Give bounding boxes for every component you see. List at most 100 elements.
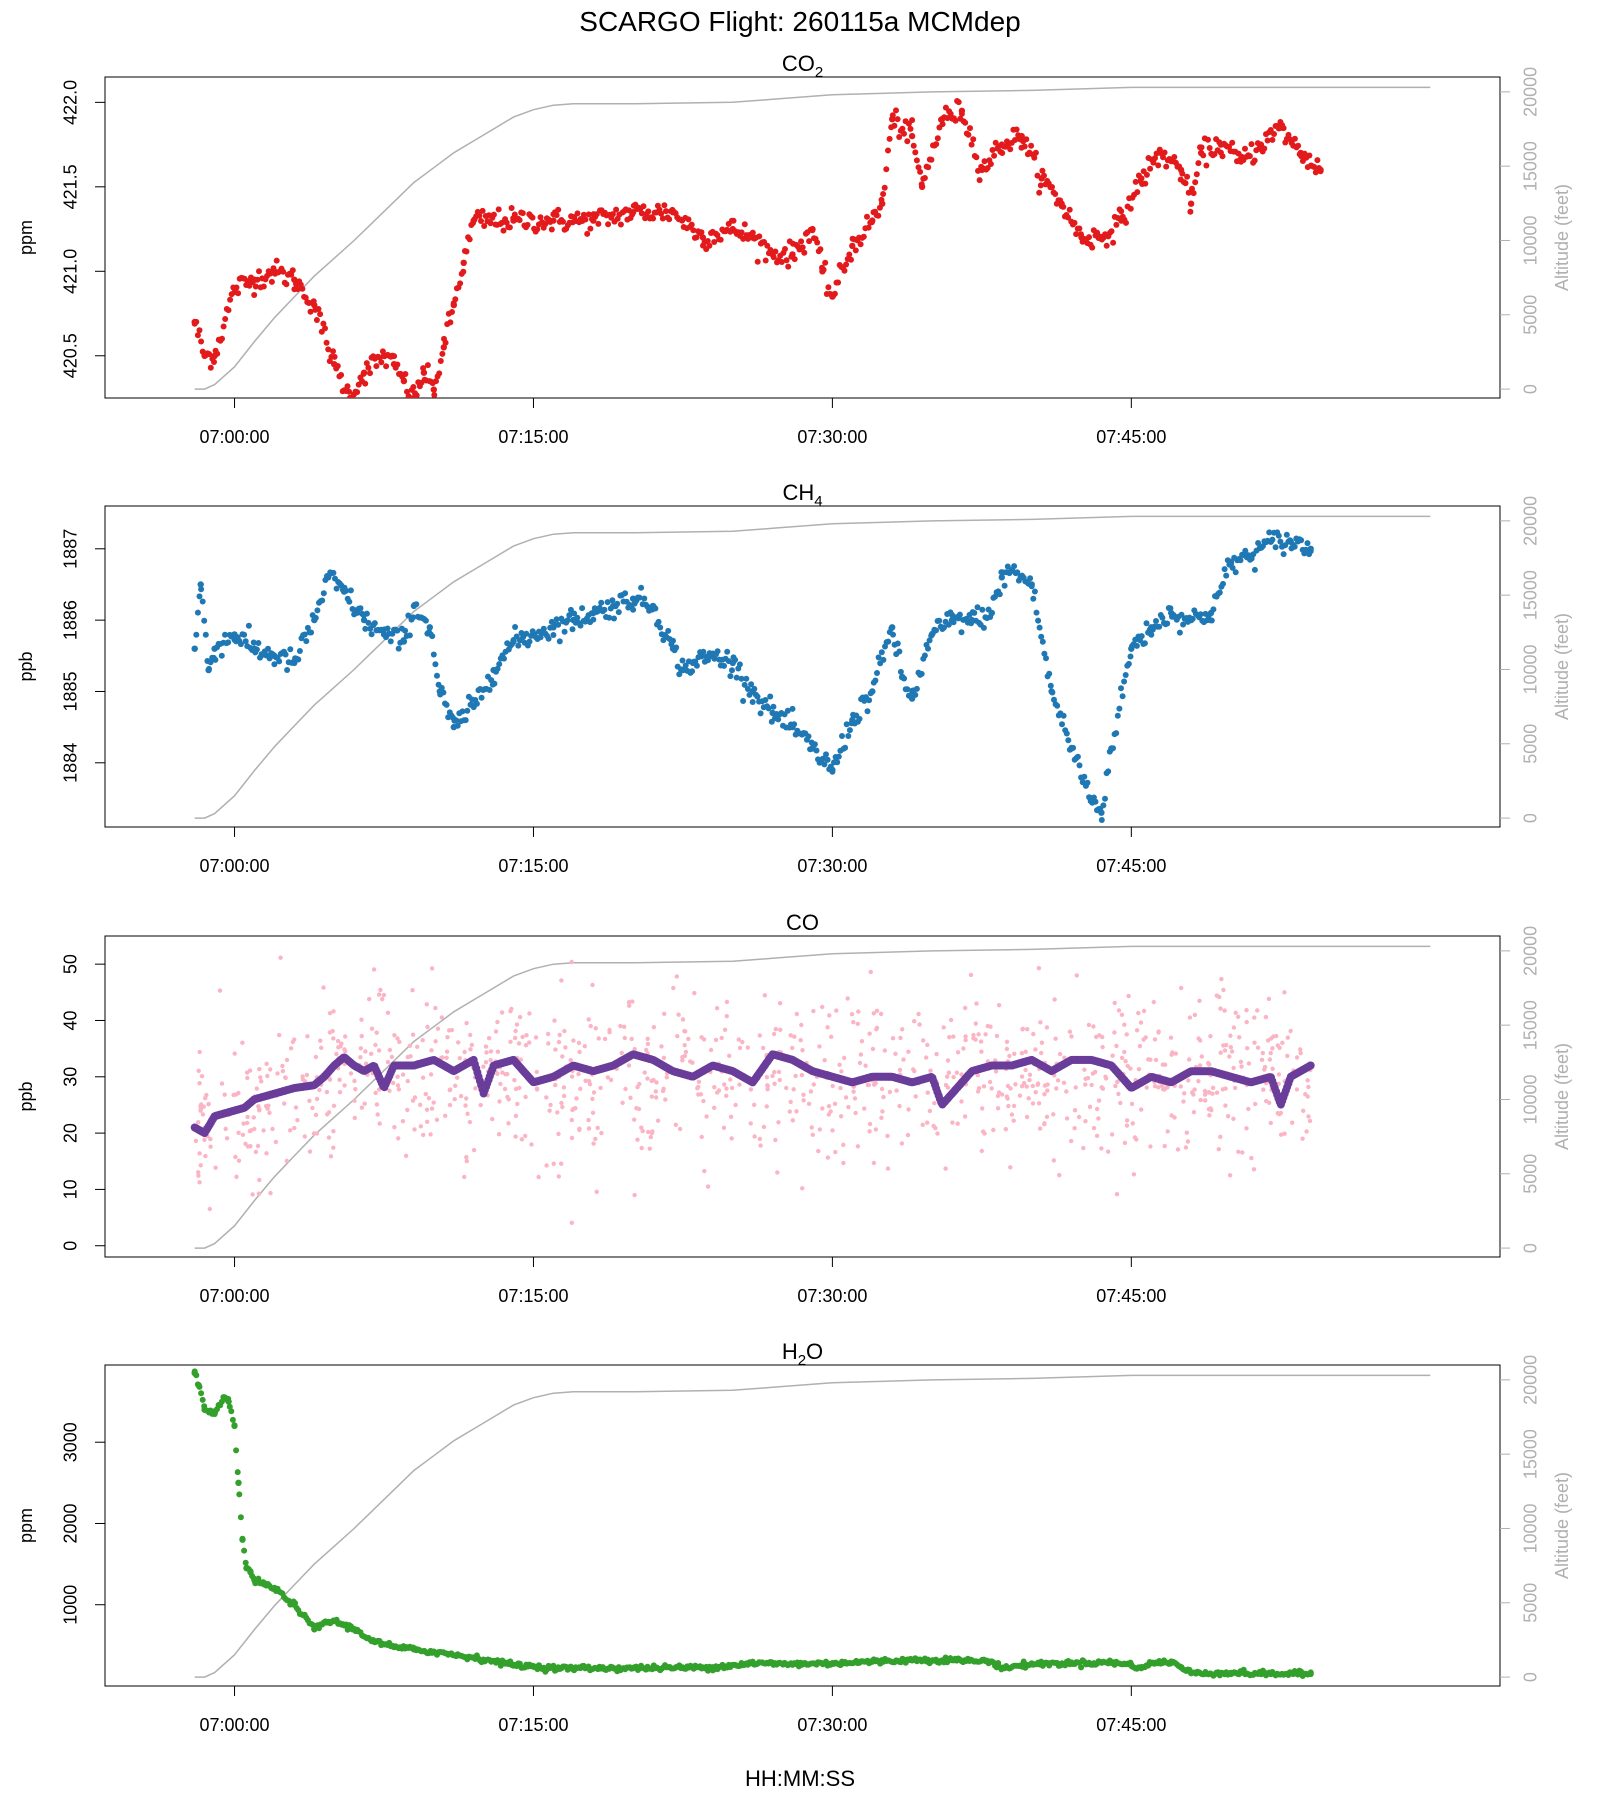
data-point-raw — [268, 1190, 273, 1196]
data-point-raw — [757, 1136, 763, 1142]
data-point — [611, 615, 617, 622]
data-point — [1171, 154, 1178, 160]
data-point-raw — [898, 1035, 903, 1041]
data-point-raw — [327, 1011, 333, 1016]
data-point-raw — [556, 1039, 562, 1045]
data-point-raw — [1218, 1050, 1223, 1055]
data-point-raw — [1298, 1047, 1303, 1052]
data-point-raw — [562, 1028, 567, 1034]
data-point-raw — [1179, 985, 1184, 991]
data-point — [529, 214, 536, 221]
data-point-raw — [921, 1038, 926, 1043]
data-point-raw — [456, 1040, 461, 1045]
data-anchor-point — [1307, 1670, 1314, 1678]
data-point-raw — [280, 1068, 286, 1074]
data-point — [968, 141, 975, 148]
data-point — [980, 624, 987, 631]
data-point-raw — [1152, 1037, 1158, 1042]
data-point — [1127, 653, 1134, 660]
data-point — [1031, 154, 1038, 161]
data-point — [1229, 139, 1236, 146]
data-point-raw — [513, 1113, 519, 1119]
data-point-raw — [632, 1046, 637, 1052]
data-point-raw — [257, 1066, 262, 1072]
data-point — [466, 236, 473, 243]
data-point — [1086, 234, 1092, 241]
data-point-raw — [1033, 1090, 1038, 1095]
data-point — [464, 707, 471, 714]
data-point-raw — [855, 1144, 861, 1149]
data-point-raw — [302, 1134, 307, 1139]
data-point — [283, 281, 290, 288]
data-point — [1208, 617, 1215, 624]
data-point-raw — [1009, 1112, 1015, 1117]
data-anchor-point — [311, 1625, 318, 1633]
data-anchor-point — [291, 1601, 298, 1608]
data-point — [913, 685, 920, 692]
data-point — [952, 117, 959, 124]
data-point-raw — [201, 1104, 206, 1109]
altitude-tick-label: 15000 — [1521, 1000, 1541, 1050]
data-point-raw — [426, 1096, 432, 1101]
data-anchor-point — [769, 251, 776, 258]
data-point-raw — [622, 1035, 627, 1041]
data-point-raw — [352, 1098, 357, 1103]
data-point-raw — [647, 1146, 652, 1151]
data-point — [666, 216, 673, 223]
data-point-raw — [648, 1134, 653, 1140]
y-tick-label: 40 — [61, 1010, 81, 1030]
data-point — [1038, 633, 1045, 640]
data-point-raw — [1203, 1098, 1208, 1103]
data-point-raw — [536, 1174, 541, 1180]
data-point — [962, 119, 969, 126]
data-point — [1291, 543, 1298, 550]
data-point — [1291, 135, 1298, 142]
data-point — [1143, 171, 1150, 178]
data-point — [738, 675, 745, 682]
data-point-raw — [330, 1028, 335, 1034]
data-point-raw — [232, 1051, 237, 1056]
data-anchor-point — [898, 674, 906, 681]
altitude-tick-label: 0 — [1521, 1672, 1541, 1682]
data-anchor-point — [789, 723, 796, 731]
data-point — [657, 624, 664, 631]
data-anchor-point — [709, 652, 716, 659]
data-point — [645, 208, 652, 215]
data-point-raw — [757, 1033, 762, 1038]
data-point-raw — [799, 1072, 805, 1078]
data-point — [970, 136, 977, 143]
data-point-raw — [996, 1090, 1002, 1095]
data-point-raw — [1307, 1118, 1313, 1124]
data-point-raw — [284, 1158, 289, 1164]
data-anchor-point — [689, 659, 697, 667]
data-point-raw — [527, 1011, 532, 1016]
data-point-raw — [1100, 1044, 1105, 1050]
data-point-raw — [1103, 1076, 1109, 1081]
data-point — [410, 614, 417, 621]
data-point — [537, 634, 544, 641]
data-point-raw — [369, 1051, 374, 1057]
data-point — [783, 257, 790, 264]
data-point-raw — [792, 1034, 797, 1039]
data-point — [698, 229, 705, 236]
data-point-raw — [981, 1084, 987, 1089]
data-point-raw — [764, 1075, 770, 1080]
data-point-raw — [708, 1047, 714, 1053]
data-anchor-point — [928, 631, 936, 638]
data-point-raw — [651, 1077, 656, 1083]
data-point-raw — [569, 1117, 574, 1123]
data-point-raw — [319, 1045, 324, 1051]
data-point-raw — [1162, 1143, 1167, 1149]
data-point-raw — [1227, 1054, 1232, 1059]
data-point-raw — [1054, 1086, 1059, 1091]
data-point-raw — [975, 1089, 981, 1094]
data-point-raw — [497, 1099, 502, 1104]
data-point-raw — [809, 1125, 814, 1130]
data-point — [967, 125, 973, 132]
data-point-raw — [387, 1088, 392, 1094]
data-point — [689, 668, 696, 675]
data-anchor-point — [291, 659, 298, 667]
data-point-raw — [885, 1133, 890, 1139]
data-point-raw — [663, 1097, 668, 1102]
data-point-raw — [599, 1130, 604, 1136]
